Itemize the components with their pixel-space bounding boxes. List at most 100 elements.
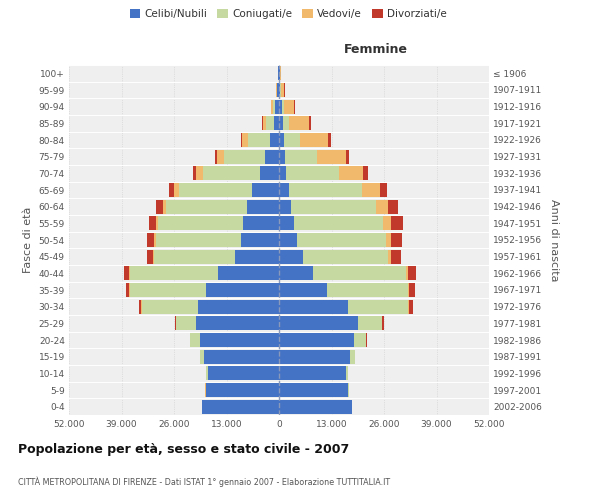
Bar xyxy=(363,166,368,180)
Bar xyxy=(346,366,348,380)
Bar xyxy=(279,250,303,264)
Bar xyxy=(309,116,311,130)
Bar xyxy=(391,216,403,230)
Bar xyxy=(366,333,367,347)
Bar xyxy=(262,116,263,130)
Bar xyxy=(271,100,272,114)
Bar xyxy=(380,183,387,197)
Bar xyxy=(251,183,279,197)
Bar xyxy=(174,183,179,197)
Bar xyxy=(217,150,224,164)
Bar xyxy=(282,100,284,114)
Bar xyxy=(347,383,349,397)
Bar xyxy=(279,216,295,230)
Bar xyxy=(339,166,363,180)
Bar xyxy=(280,66,281,80)
Bar xyxy=(281,83,284,97)
Bar xyxy=(279,233,297,247)
Bar xyxy=(130,266,218,280)
Bar xyxy=(149,216,156,230)
Bar xyxy=(156,233,241,247)
Bar xyxy=(154,233,156,247)
Bar xyxy=(391,233,402,247)
Bar xyxy=(279,350,350,364)
Bar xyxy=(275,100,279,114)
Bar xyxy=(300,133,328,147)
Bar xyxy=(158,216,242,230)
Bar xyxy=(294,100,295,114)
Bar xyxy=(130,283,206,297)
Bar xyxy=(279,66,280,80)
Bar xyxy=(362,183,380,197)
Bar xyxy=(205,383,206,397)
Bar xyxy=(235,250,279,264)
Bar xyxy=(175,316,176,330)
Bar xyxy=(274,116,279,130)
Bar xyxy=(203,166,260,180)
Bar xyxy=(350,350,355,364)
Bar xyxy=(328,133,331,147)
Bar xyxy=(297,233,386,247)
Bar xyxy=(196,166,203,180)
Bar xyxy=(279,366,346,380)
Bar xyxy=(358,316,382,330)
Bar xyxy=(388,250,391,264)
Bar xyxy=(279,400,352,414)
Bar xyxy=(408,283,409,297)
Bar xyxy=(279,166,286,180)
Bar xyxy=(156,216,158,230)
Bar xyxy=(176,316,196,330)
Bar xyxy=(408,266,416,280)
Bar xyxy=(285,150,317,164)
Bar xyxy=(163,200,166,214)
Bar xyxy=(260,166,279,180)
Bar xyxy=(279,133,284,147)
Bar xyxy=(147,250,153,264)
Bar xyxy=(295,216,383,230)
Bar xyxy=(279,333,354,347)
Bar xyxy=(129,266,130,280)
Legend: Celibi/Nubili, Coniugati/e, Vedovi/e, Divorziati/e: Celibi/Nubili, Coniugati/e, Vedovi/e, Di… xyxy=(125,5,451,24)
Bar xyxy=(291,200,376,214)
Bar xyxy=(303,250,388,264)
Bar xyxy=(200,350,204,364)
Bar xyxy=(242,133,248,147)
Bar xyxy=(347,300,408,314)
Bar xyxy=(241,233,279,247)
Bar xyxy=(284,100,294,114)
Bar xyxy=(354,333,366,347)
Bar xyxy=(386,233,391,247)
Bar xyxy=(313,266,406,280)
Bar xyxy=(247,200,279,214)
Y-axis label: Fasce di età: Fasce di età xyxy=(23,207,33,273)
Bar xyxy=(265,150,279,164)
Bar xyxy=(279,316,358,330)
Bar xyxy=(206,283,279,297)
Bar xyxy=(125,283,129,297)
Bar xyxy=(218,266,279,280)
Bar xyxy=(409,283,415,297)
Bar xyxy=(279,116,283,130)
Bar xyxy=(279,183,289,197)
Bar xyxy=(328,283,408,297)
Bar xyxy=(156,200,163,214)
Bar xyxy=(388,200,398,214)
Bar xyxy=(204,350,279,364)
Bar xyxy=(242,216,279,230)
Bar xyxy=(266,116,274,130)
Bar xyxy=(279,100,282,114)
Bar xyxy=(224,150,265,164)
Bar xyxy=(383,216,391,230)
Bar xyxy=(382,316,383,330)
Y-axis label: Anni di nascita: Anni di nascita xyxy=(550,198,559,281)
Bar xyxy=(248,133,270,147)
Bar xyxy=(279,300,347,314)
Bar xyxy=(286,166,339,180)
Bar xyxy=(280,83,281,97)
Bar xyxy=(263,116,266,130)
Bar xyxy=(154,250,235,264)
Bar xyxy=(284,133,300,147)
Bar xyxy=(208,366,279,380)
Bar xyxy=(279,83,280,97)
Bar xyxy=(215,150,217,164)
